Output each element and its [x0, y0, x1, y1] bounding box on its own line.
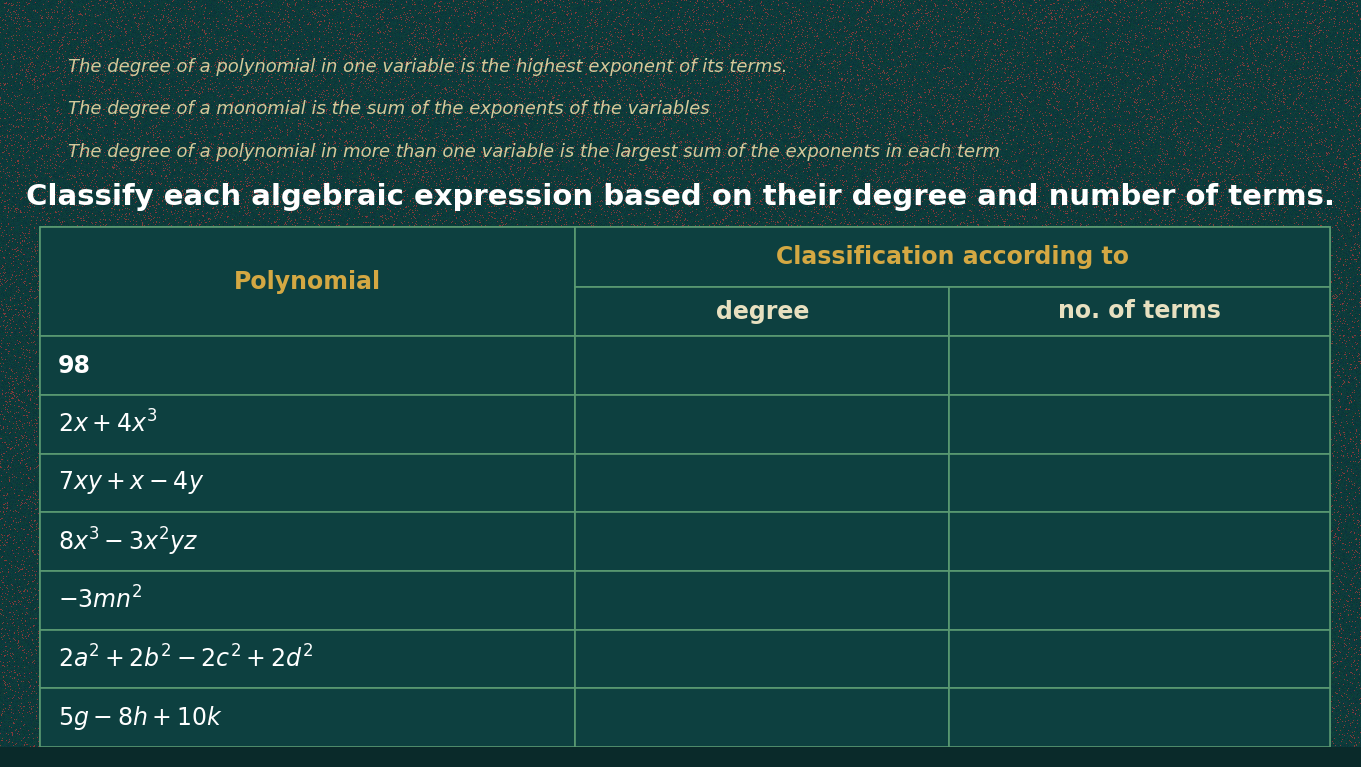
Bar [950, 336, 1330, 395]
Bar [950, 630, 1330, 688]
Bar [39, 395, 576, 453]
Bar [39, 512, 576, 571]
Bar [39, 630, 576, 688]
Bar [950, 453, 1330, 512]
Bar [39, 453, 576, 512]
Text: The degree of a polynomial in more than one variable is the largest sum of the e: The degree of a polynomial in more than … [68, 143, 1000, 161]
Text: $2x + 4x^3$: $2x + 4x^3$ [59, 410, 158, 438]
Bar [576, 512, 950, 571]
Bar [39, 227, 1330, 747]
Bar [576, 395, 950, 453]
Text: no. of terms: no. of terms [1059, 299, 1221, 324]
Bar [950, 287, 1330, 336]
Bar [39, 688, 576, 747]
Bar [39, 571, 576, 630]
Text: $7xy + x - 4y$: $7xy + x - 4y$ [59, 469, 204, 496]
Bar [576, 630, 950, 688]
Text: degree: degree [716, 299, 808, 324]
Text: Polynomial: Polynomial [234, 269, 381, 294]
Text: $5g - 8h + 10k$: $5g - 8h + 10k$ [59, 703, 223, 732]
Bar [576, 453, 950, 512]
Text: Classify each algebraic expression based on their degree and number of terms.: Classify each algebraic expression based… [26, 183, 1335, 211]
Bar [950, 688, 1330, 747]
Bar [39, 227, 576, 336]
Bar [0, 747, 1361, 767]
Bar [39, 336, 576, 395]
Bar [576, 287, 950, 336]
Bar [576, 227, 1330, 287]
Bar [576, 336, 950, 395]
Bar [950, 512, 1330, 571]
Bar [576, 571, 950, 630]
Text: $8x^3 - 3x^2yz$: $8x^3 - 3x^2yz$ [59, 525, 199, 558]
Text: 98: 98 [59, 354, 91, 377]
Text: Classification according to: Classification according to [776, 245, 1130, 269]
Text: $-3mn^2$: $-3mn^2$ [59, 587, 143, 614]
Text: The degree of a monomial is the sum of the exponents of the variables: The degree of a monomial is the sum of t… [68, 100, 709, 118]
Text: The degree of a polynomial in one variable is the highest exponent of its terms.: The degree of a polynomial in one variab… [68, 58, 788, 76]
Bar [950, 395, 1330, 453]
Bar [950, 571, 1330, 630]
Text: $2a^2 + 2b^2 - 2c^2 + 2d^2$: $2a^2 + 2b^2 - 2c^2 + 2d^2$ [59, 645, 313, 673]
Bar [576, 688, 950, 747]
